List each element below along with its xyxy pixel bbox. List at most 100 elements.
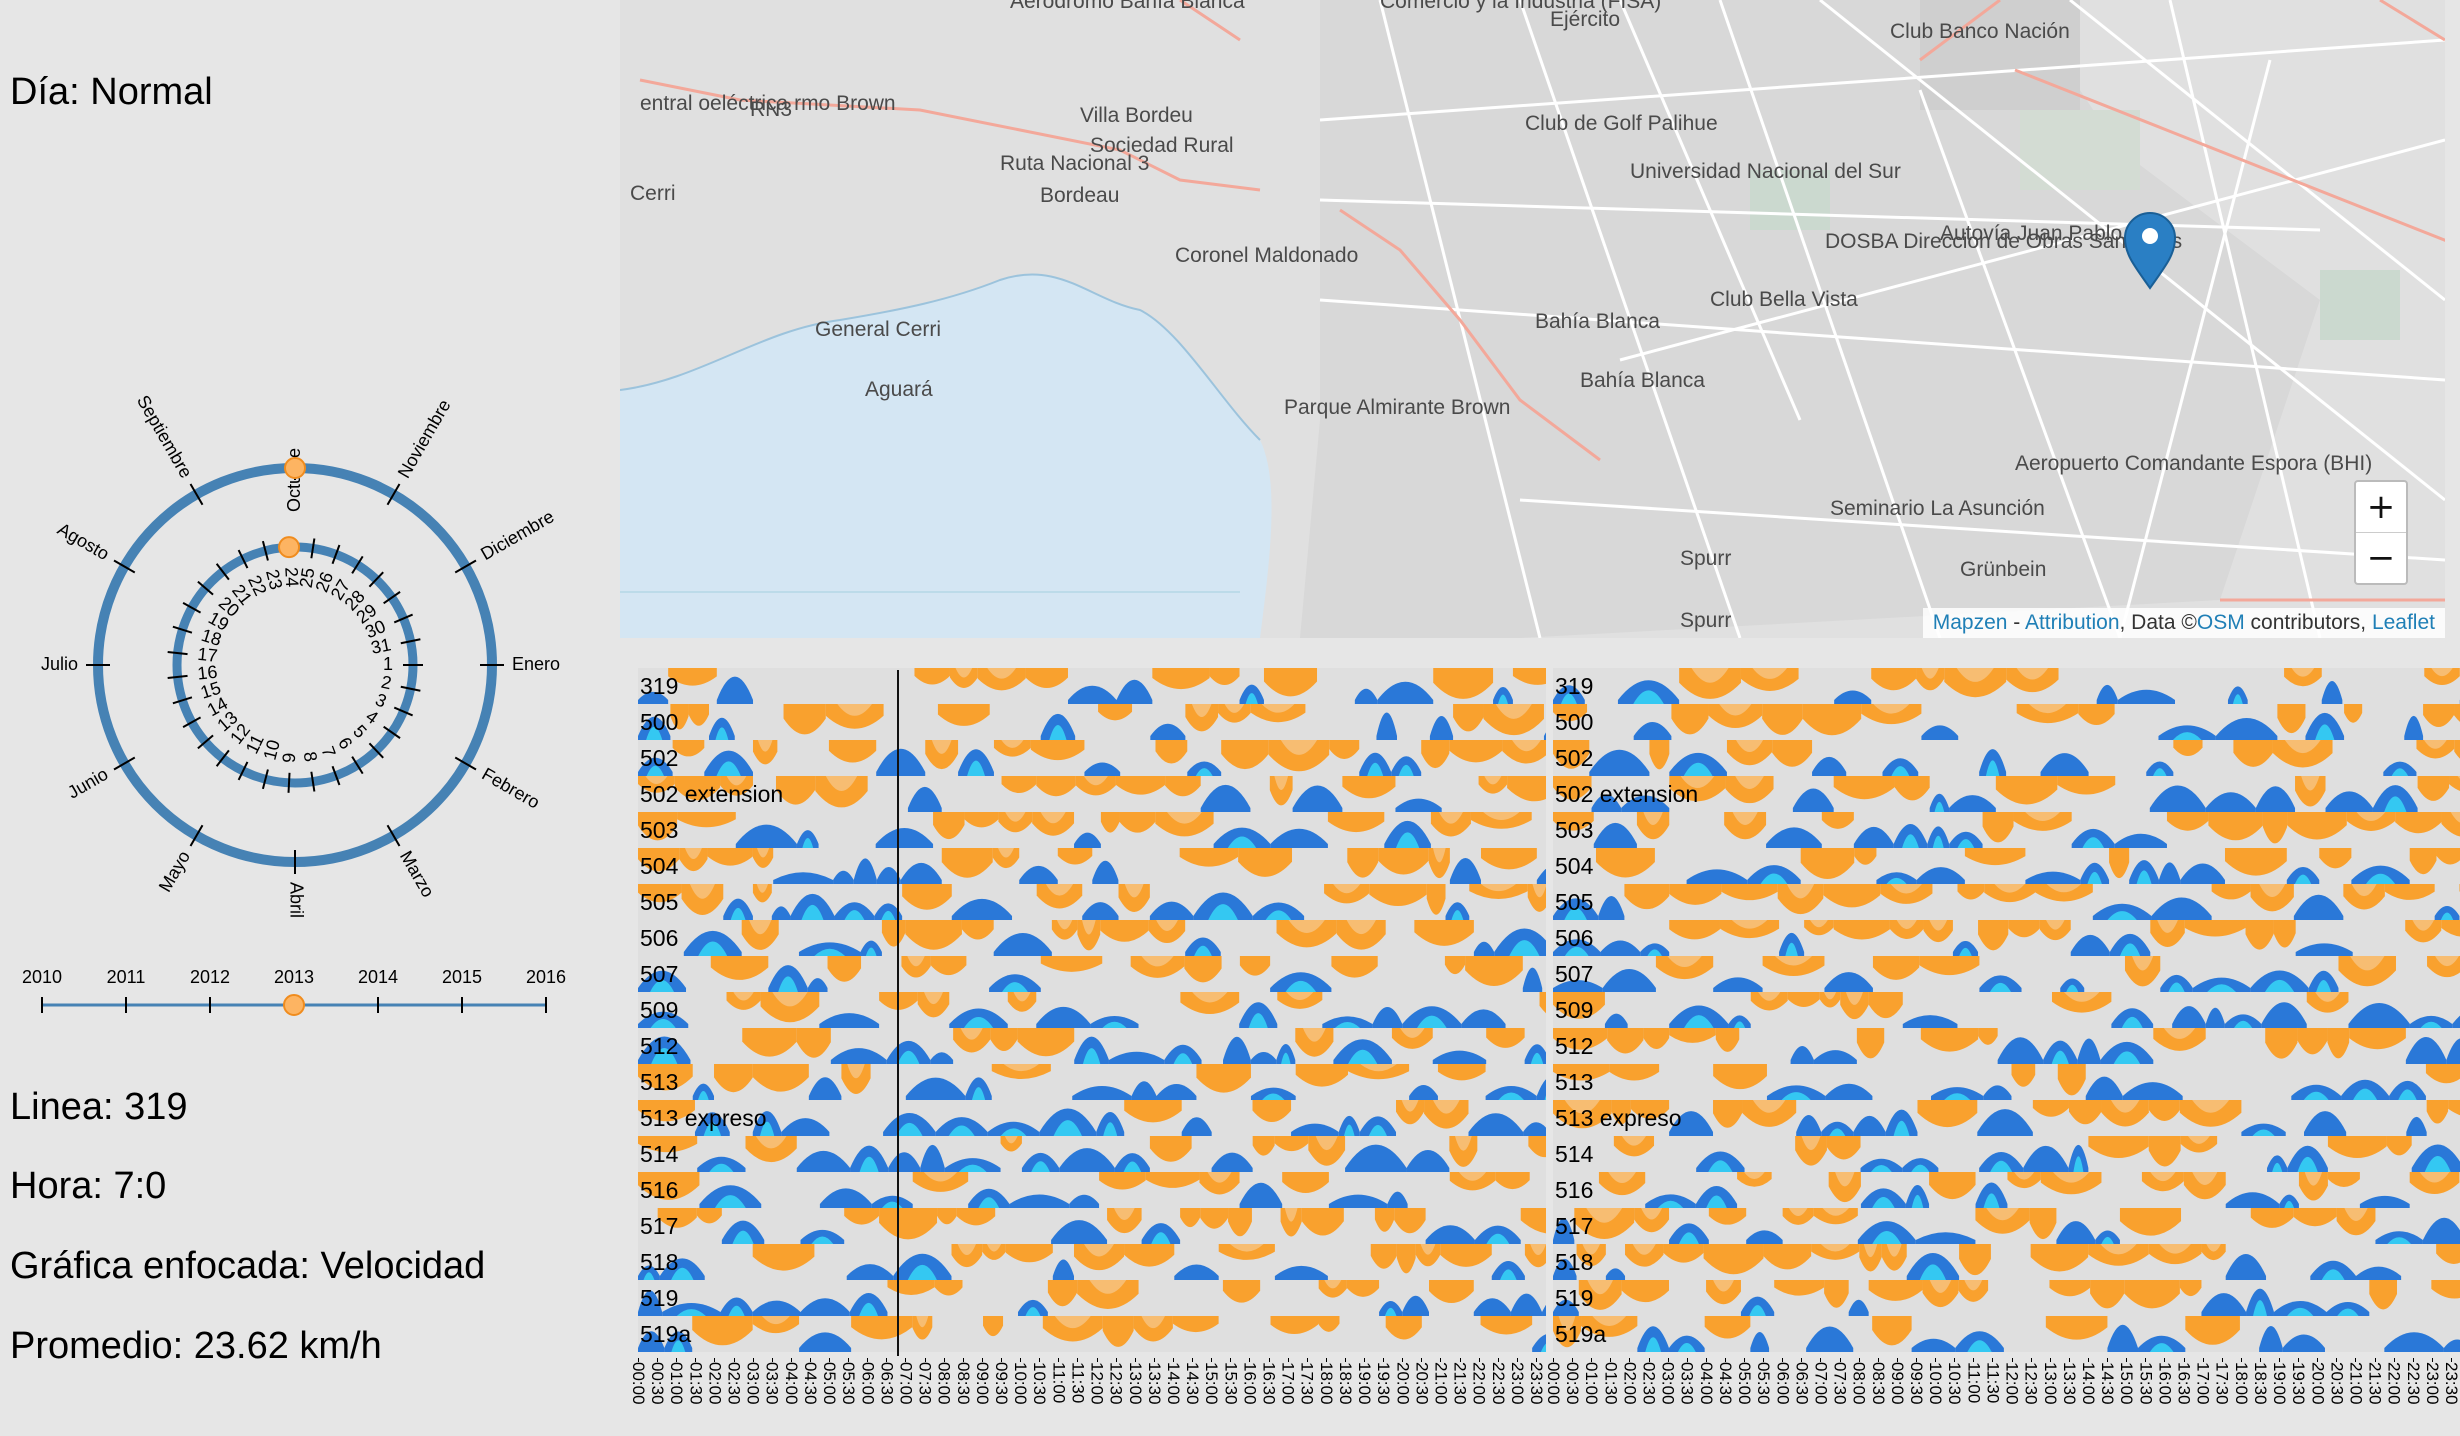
line-streamgraph[interactable] bbox=[638, 1064, 1546, 1100]
line-streamgraph[interactable] bbox=[638, 1136, 1546, 1172]
speed-streamgraph-panel-right[interactable]: 319 500 502 502 extension 503 504 505 506 507 509… bbox=[1553, 668, 2460, 1352]
line-row[interactable]: 518 bbox=[638, 1244, 1546, 1280]
line-streamgraph[interactable] bbox=[638, 1172, 1546, 1208]
line-streamgraph[interactable] bbox=[1553, 1280, 2460, 1316]
line-row[interactable]: 502 bbox=[1553, 740, 2460, 776]
line-row[interactable]: 512 bbox=[638, 1028, 1546, 1064]
line-row[interactable]: 506 bbox=[1553, 920, 2460, 956]
month-ring[interactable] bbox=[93, 463, 497, 867]
month-label[interactable]: Julio bbox=[41, 654, 78, 674]
attribution-link[interactable]: Attribution bbox=[2024, 611, 2120, 634]
line-streamgraph[interactable] bbox=[1553, 1064, 2460, 1100]
line-row[interactable]: 519a bbox=[1553, 1316, 2460, 1352]
line-row[interactable]: 500 bbox=[1553, 704, 2460, 740]
month-label[interactable]: Diciembre bbox=[477, 506, 557, 564]
day-label[interactable]: 2 bbox=[379, 672, 393, 694]
line-row[interactable]: 516 bbox=[1553, 1172, 2460, 1208]
line-streamgraph[interactable] bbox=[1553, 704, 2460, 740]
year-label[interactable]: 2013 bbox=[274, 967, 314, 987]
line-row[interactable]: 513 bbox=[1553, 1064, 2460, 1100]
line-row[interactable]: 504 bbox=[638, 848, 1546, 884]
line-row[interactable]: 502 extension bbox=[1553, 776, 2460, 812]
line-streamgraph[interactable] bbox=[1553, 1028, 2460, 1064]
line-streamgraph[interactable] bbox=[1553, 884, 2460, 920]
line-row[interactable]: 512 bbox=[1553, 1028, 2460, 1064]
month-label[interactable]: Noviembre bbox=[394, 396, 455, 481]
line-row[interactable]: 517 bbox=[1553, 1208, 2460, 1244]
line-row[interactable]: 513 expreso bbox=[1553, 1100, 2460, 1136]
line-streamgraph[interactable] bbox=[638, 1316, 1546, 1352]
line-streamgraph[interactable] bbox=[638, 848, 1546, 884]
line-streamgraph[interactable] bbox=[638, 1208, 1546, 1244]
line-row[interactable]: 506 bbox=[638, 920, 1546, 956]
line-streamgraph[interactable] bbox=[638, 812, 1546, 848]
line-row[interactable]: 502 extension bbox=[638, 776, 1546, 812]
line-streamgraph[interactable] bbox=[638, 776, 1546, 812]
day-label[interactable]: 23 bbox=[262, 567, 286, 591]
line-streamgraph[interactable] bbox=[638, 1100, 1546, 1136]
line-streamgraph[interactable] bbox=[638, 1244, 1546, 1280]
line-streamgraph[interactable] bbox=[1553, 776, 2460, 812]
month-label[interactable]: Marzo bbox=[396, 847, 438, 900]
line-row[interactable]: 503 bbox=[1553, 812, 2460, 848]
year-label[interactable]: 2014 bbox=[358, 967, 398, 987]
line-streamgraph[interactable] bbox=[1553, 992, 2460, 1028]
line-streamgraph[interactable] bbox=[638, 740, 1546, 776]
line-row[interactable]: 507 bbox=[1553, 956, 2460, 992]
zoom-out-button[interactable]: − bbox=[2356, 532, 2406, 583]
line-streamgraph[interactable] bbox=[1553, 920, 2460, 956]
month-label[interactable]: Septiembre bbox=[133, 392, 196, 482]
calendar-ring-selector[interactable]: Enero Febrero Marzo Abril Mayo Junio Julio Agos… bbox=[0, 360, 600, 920]
line-row[interactable]: 319 bbox=[638, 668, 1546, 704]
day-label[interactable]: 24 bbox=[281, 567, 302, 588]
year-label[interactable]: 2011 bbox=[107, 967, 146, 987]
mapzen-link[interactable]: Mapzen bbox=[1932, 611, 2008, 634]
line-row[interactable]: 519a bbox=[638, 1316, 1546, 1352]
time-cursor-line[interactable] bbox=[897, 670, 899, 1356]
line-row[interactable]: 509 bbox=[1553, 992, 2460, 1028]
line-row[interactable]: 516 bbox=[638, 1172, 1546, 1208]
line-row[interactable]: 503 bbox=[638, 812, 1546, 848]
day-label[interactable]: 8 bbox=[300, 750, 321, 763]
line-streamgraph[interactable] bbox=[638, 884, 1546, 920]
line-streamgraph[interactable] bbox=[638, 1028, 1546, 1064]
month-label[interactable]: Mayo bbox=[155, 847, 194, 895]
line-streamgraph[interactable] bbox=[1553, 1316, 2460, 1352]
year-label[interactable]: 2016 bbox=[526, 967, 566, 987]
line-streamgraph[interactable] bbox=[1553, 1172, 2460, 1208]
line-streamgraph[interactable] bbox=[1553, 1208, 2460, 1244]
day-label[interactable]: 1 bbox=[383, 654, 393, 674]
line-streamgraph[interactable] bbox=[1553, 848, 2460, 884]
month-label[interactable]: Junio bbox=[64, 764, 111, 803]
line-streamgraph[interactable] bbox=[1553, 740, 2460, 776]
line-streamgraph[interactable] bbox=[638, 920, 1546, 956]
day-label[interactable]: 10 bbox=[260, 738, 284, 762]
line-row[interactable]: 514 bbox=[1553, 1136, 2460, 1172]
line-streamgraph[interactable] bbox=[638, 668, 1546, 704]
line-row[interactable]: 502 bbox=[638, 740, 1546, 776]
line-row[interactable]: 504 bbox=[1553, 848, 2460, 884]
month-label[interactable]: Febrero bbox=[479, 764, 544, 813]
line-row[interactable]: 513 bbox=[638, 1064, 1546, 1100]
line-streamgraph[interactable] bbox=[638, 956, 1546, 992]
day-handle[interactable] bbox=[278, 536, 301, 559]
line-row[interactable]: 517 bbox=[638, 1208, 1546, 1244]
line-streamgraph[interactable] bbox=[1553, 812, 2460, 848]
line-streamgraph[interactable] bbox=[1553, 1244, 2460, 1280]
map-view[interactable]: Aeródromo Bahía Blanca Comercio y la Indu… bbox=[620, 0, 2445, 638]
line-row[interactable]: 507 bbox=[638, 956, 1546, 992]
map-tiles[interactable]: Aeródromo Bahía Blanca Comercio y la Indu… bbox=[620, 0, 2445, 638]
year-label[interactable]: 2012 bbox=[190, 967, 230, 987]
line-row[interactable]: 513 expreso bbox=[638, 1100, 1546, 1136]
day-label[interactable]: 31 bbox=[369, 634, 393, 658]
line-row[interactable]: 519 bbox=[638, 1280, 1546, 1316]
line-row[interactable]: 514 bbox=[638, 1136, 1546, 1172]
line-streamgraph[interactable] bbox=[638, 704, 1546, 740]
line-row[interactable]: 509 bbox=[638, 992, 1546, 1028]
month-label[interactable]: Abril bbox=[286, 882, 306, 918]
line-streamgraph[interactable] bbox=[1553, 1100, 2460, 1136]
month-handle[interactable] bbox=[284, 457, 306, 479]
line-row[interactable]: 505 bbox=[1553, 884, 2460, 920]
line-row[interactable]: 518 bbox=[1553, 1244, 2460, 1280]
line-streamgraph[interactable] bbox=[638, 992, 1546, 1028]
